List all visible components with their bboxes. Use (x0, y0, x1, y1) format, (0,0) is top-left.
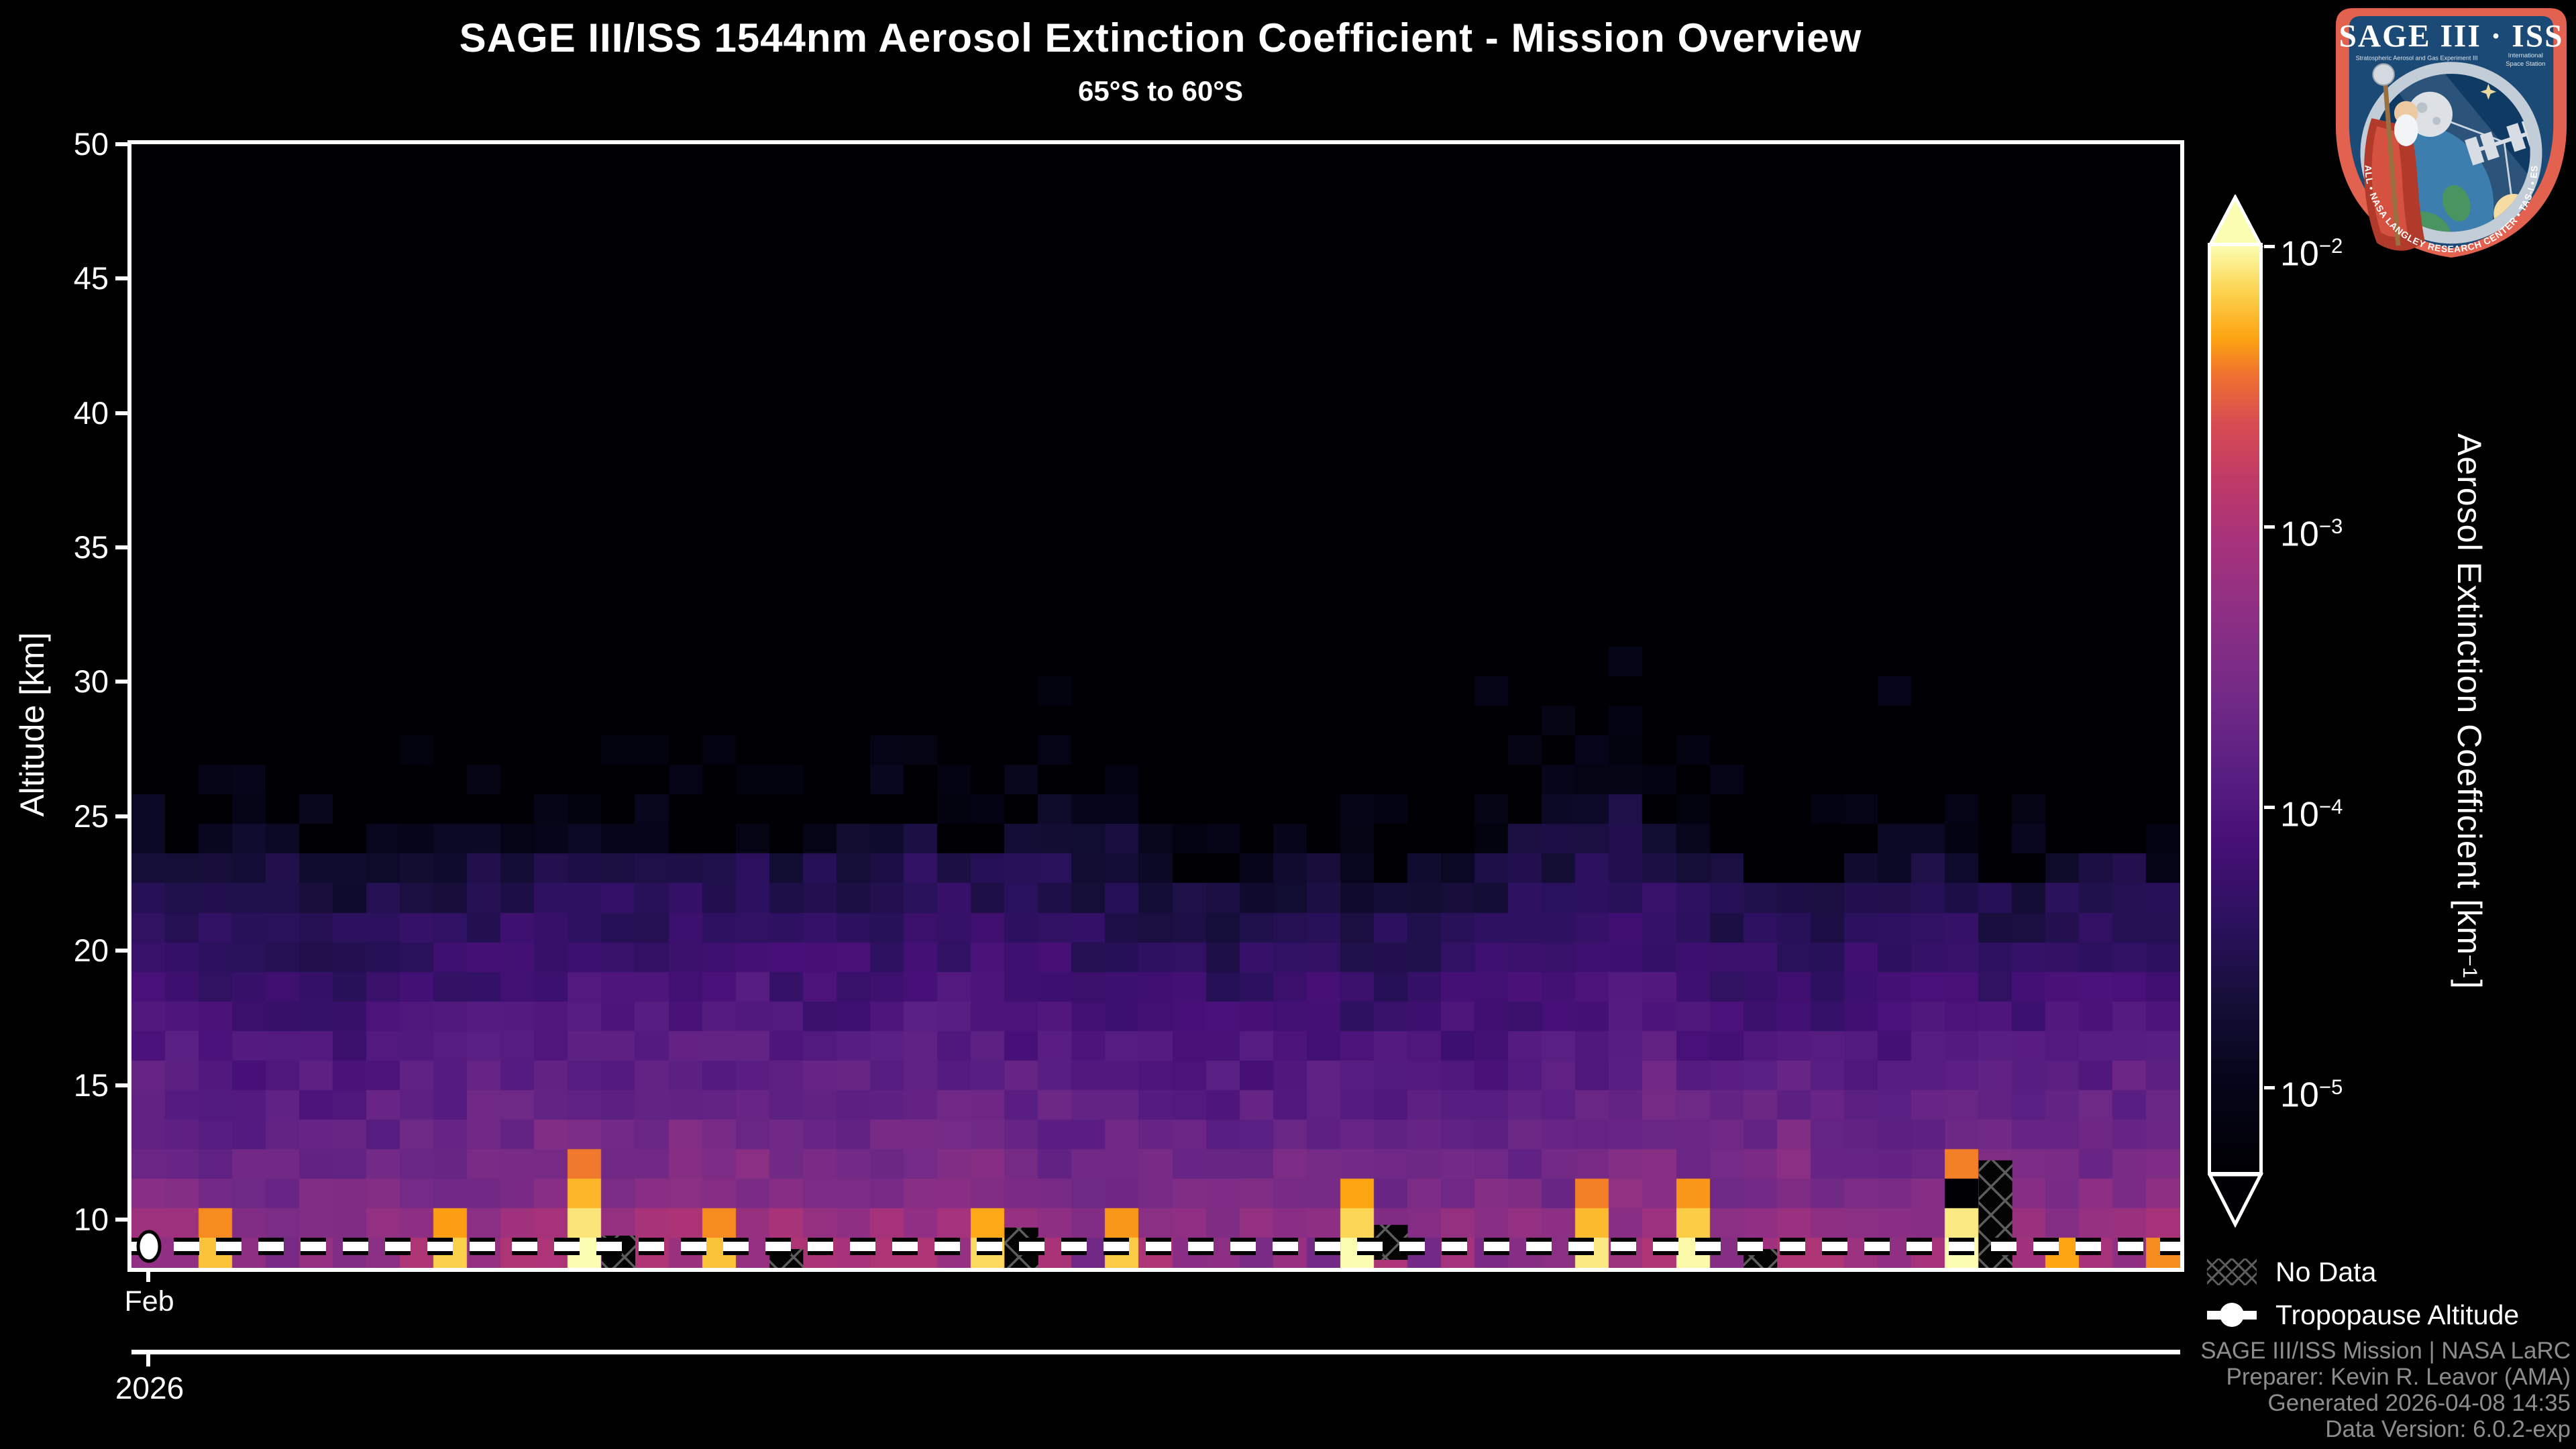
year-axis-tick (146, 1354, 150, 1366)
y-tick (115, 680, 129, 684)
x-axis-month-label: Feb (124, 1285, 174, 1318)
logo-figure-beard (2394, 114, 2418, 146)
y-tick-label: 25 (73, 798, 109, 834)
aerosol-heatmap-canvas (131, 144, 2180, 1268)
logo-star-1 (2480, 83, 2497, 100)
credit-line: Generated 2026-04-08 14:35 (2267, 1390, 2571, 1416)
tropopause-dash-right (2243, 1311, 2257, 1320)
y-tick-label: 10 (73, 1201, 109, 1237)
colorbar-tick (2264, 806, 2275, 809)
credit-line: Data Version: 6.0.2-exp (2325, 1416, 2571, 1442)
legend-row-no-data: No Data (2207, 1257, 2576, 1287)
y-tick-label: 50 (73, 126, 109, 162)
y-tick (115, 411, 129, 415)
y-tick (115, 814, 129, 818)
colorbar-title: Aerosol Extinction Coefficient [km −1] (2451, 433, 2488, 989)
no-data-hatch-icon (2207, 1258, 2257, 1285)
logo-moon (2407, 91, 2453, 137)
tropopause-marker-dot (2220, 1303, 2244, 1327)
credit-line: Preparer: Kevin R. Leavor (AMA) (2226, 1364, 2571, 1390)
page-title: SAGE III/ISS 1544nm Aerosol Extinction C… (459, 15, 1862, 60)
colorbar-extend-min-arrow (2208, 1173, 2264, 1228)
no-data-label: No Data (2275, 1256, 2377, 1287)
colorbar-gradient-bar (2208, 243, 2263, 1175)
tropopause-line (131, 1230, 2180, 1263)
y-tick-label: 15 (73, 1067, 109, 1103)
y-tick-label: 45 (73, 260, 109, 297)
y-tick-label: 20 (73, 932, 109, 969)
logo-iss-truss (2468, 128, 2530, 155)
colorbar-tick (2264, 245, 2275, 248)
colorbar-tick-label: 10−2 (2280, 234, 2343, 274)
colorbar-tick (2264, 1086, 2275, 1089)
y-tick-label: 35 (73, 529, 109, 566)
logo-figure-robe-highlight (2371, 126, 2408, 237)
y-tick (115, 142, 129, 146)
heatmap-plot-area (127, 140, 2184, 1272)
legend-row-tropopause: Tropopause Altitude (2207, 1300, 2576, 1330)
y-tick-label: 30 (73, 663, 109, 700)
colorbar-tick-label: 10−5 (2280, 1075, 2343, 1115)
logo-earth-land-3 (2443, 184, 2471, 221)
y-tick-label: 40 (73, 394, 109, 431)
x-axis-year-label: 2026 (115, 1371, 184, 1405)
sage-iii-iss-mission-patch-logo: SAGE III · ISS Stratospheric Aerosol and… (2332, 4, 2567, 258)
logo-right-subtitle-2: Space Station (2506, 60, 2545, 68)
y-tick (115, 1217, 129, 1222)
logo-title-text: SAGE III · ISS (2339, 19, 2564, 54)
plot-overlay (131, 1160, 2180, 1268)
colorbar-arrow-up-icon (2208, 195, 2264, 248)
colorbar-tick (2264, 525, 2275, 529)
logo-figure-staff-orb (2372, 63, 2395, 86)
logo-moon-crater-2 (2432, 117, 2441, 125)
logo-figure (2364, 63, 2425, 251)
credit-line: SAGE III/ISS Mission | NASA LaRC (2200, 1338, 2571, 1364)
tropopause-dash-left (2207, 1311, 2221, 1320)
y-tick (115, 276, 129, 281)
y-tick (115, 949, 129, 953)
y-tick (115, 545, 129, 550)
year-axis-line (131, 1350, 2180, 1354)
logo-left-subtitle: Stratospheric Aerosol and Gas Experiment… (2356, 54, 2478, 62)
tropopause-start-marker (136, 1230, 162, 1263)
colorbar-extend-max-arrow (2208, 195, 2264, 248)
colorbar-tick-label: 10−3 (2280, 515, 2343, 554)
y-tick (115, 1083, 129, 1087)
colorbar-tick-label: 10−4 (2280, 795, 2343, 835)
credits-block: SAGE III/ISS Mission | NASA LaRC Preparer… (2200, 1338, 2571, 1442)
colorbar-arrow-down-icon (2208, 1173, 2264, 1228)
tropopause-line-icon (2207, 1300, 2257, 1330)
logo-right-subtitle-1: International (2508, 52, 2543, 59)
x-axis-month-tick (146, 1270, 150, 1282)
logo-figure-staff (2382, 78, 2401, 246)
latitude-band-subtitle: 65°S to 60°S (1077, 75, 1244, 107)
colorbar: 10−2 10−3 10−4 10−5 (2208, 195, 2343, 1231)
tropopause-label: Tropopause Altitude (2275, 1299, 2520, 1330)
logo-moon-crater-1 (2416, 102, 2428, 113)
